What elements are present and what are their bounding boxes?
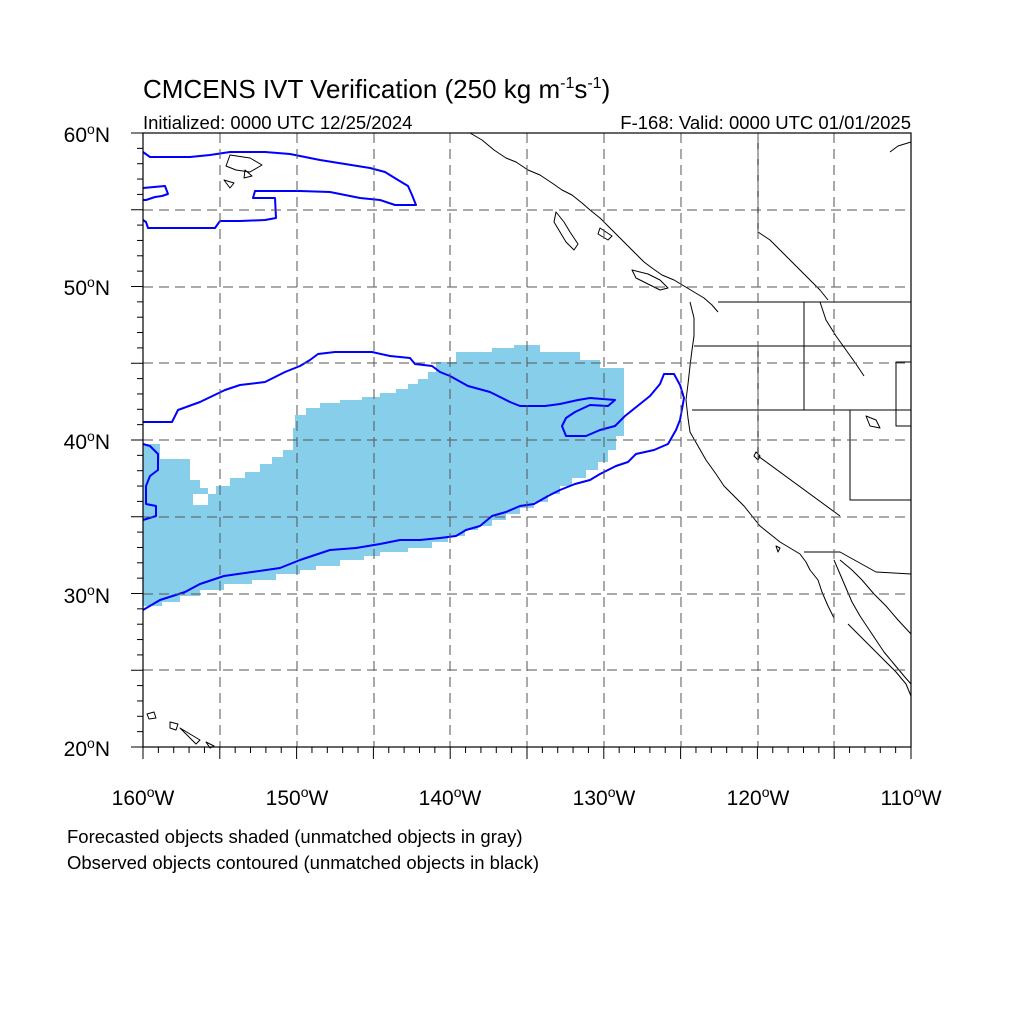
lat-label-60: 60oN	[64, 121, 110, 147]
observed-contour-north-2	[142, 185, 169, 201]
lat-label-50: 50oN	[64, 274, 110, 300]
observed-objects-contours	[142, 151, 685, 611]
initialized-time: Initialized: 0000 UTC 12/25/2024	[143, 112, 412, 133]
lakes	[753, 415, 881, 553]
observed-contour-west-edge	[142, 443, 159, 521]
legend-forecast-note: Forecasted objects shaded (unmatched obj…	[67, 826, 523, 847]
longitude-labels: 160oW 150oW 140oW 130oW 120oW 110oW	[112, 784, 942, 810]
map-title: CMCENS IVT Verification (250 kg m-1s-1)	[143, 74, 610, 104]
observed-contour-main	[142, 351, 685, 611]
axis-ticks	[131, 132, 912, 759]
coastline-gulf-california	[839, 559, 912, 635]
lat-label-40: 40oN	[64, 428, 110, 454]
coastline-hawaii	[146, 711, 215, 749]
coastline-mexico-mainland	[847, 623, 912, 697]
observed-contour-north-1	[142, 151, 417, 229]
coastline-ne-corner	[889, 141, 912, 153]
lon-label-150: 150oW	[266, 784, 329, 810]
coastline-islands-bc	[553, 211, 669, 291]
lon-label-110: 110oW	[880, 784, 941, 810]
coastline-alaska-northwest	[223, 154, 263, 189]
valid-time: F-168: Valid: 0000 UTC 01/01/2025	[620, 112, 911, 133]
lon-label-140: 140oW	[419, 784, 482, 810]
lon-label-130: 130oW	[573, 784, 636, 810]
legend-observed-note: Observed objects contoured (unmatched ob…	[67, 852, 540, 873]
coastline-alaska-bc	[469, 132, 719, 313]
canada-province-border	[757, 133, 865, 377]
lon-label-160: 160oW	[112, 784, 175, 810]
coastline-us-west	[685, 301, 835, 619]
state-borders	[692, 301, 912, 575]
lon-label-120: 120oW	[727, 784, 790, 810]
lat-lon-grid	[143, 133, 911, 747]
coastline-baja	[833, 559, 912, 685]
latitude-labels: 60oN 50oN 40oN 30oN 20oN	[64, 121, 110, 761]
lat-label-20: 20oN	[64, 735, 110, 761]
lat-label-30: 30oN	[64, 582, 110, 608]
forecast-object-shaded	[143, 345, 624, 606]
